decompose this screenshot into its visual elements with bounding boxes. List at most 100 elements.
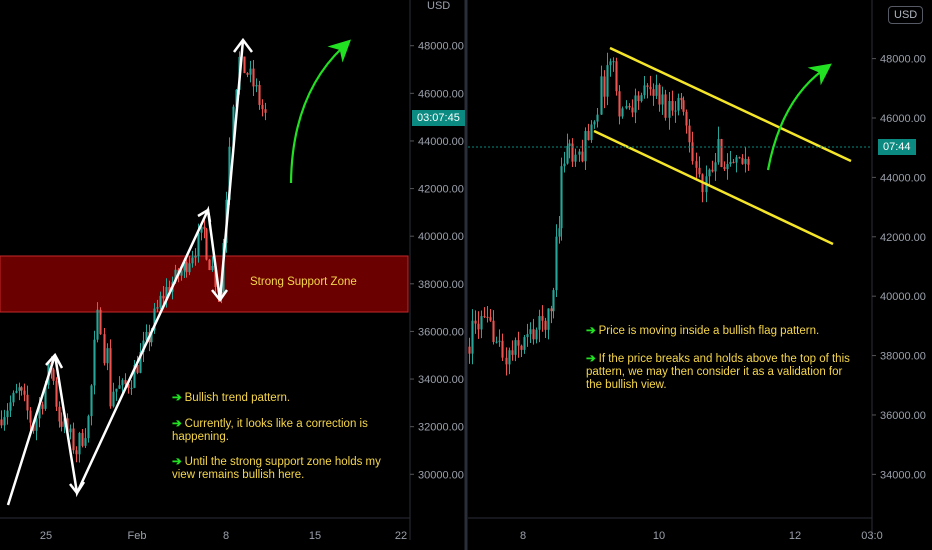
candle-body — [205, 229, 208, 260]
candle-body — [474, 320, 477, 324]
price-tick-label: 40000.00 — [418, 231, 464, 243]
right-price-axis[interactable]: 48000.00 46000.00 44000.00 42000.00 40000.00… — [871, 0, 926, 540]
candle-body — [483, 316, 486, 318]
right-projection-arrow-icon — [766, 63, 832, 171]
candle-body — [174, 269, 177, 283]
candle-body — [124, 380, 127, 385]
candle-body — [634, 95, 637, 113]
candle-body — [729, 161, 732, 165]
candle-body — [180, 270, 183, 276]
candle-body — [103, 334, 106, 364]
left-note-text-3: Until the strong support zone holds my v… — [172, 456, 381, 481]
price-tick-label: 42000.00 — [418, 184, 464, 196]
candle-body — [153, 308, 156, 331]
candle-body — [99, 309, 102, 335]
left-time-axis[interactable]: 25 Feb 8 15 22 — [0, 517, 410, 542]
candle-body — [246, 73, 249, 75]
candle-body — [708, 169, 711, 177]
candle-body — [480, 316, 483, 330]
flag-lower-line — [593, 129, 834, 246]
candle-body — [741, 158, 744, 164]
left-note-text-1: Bullish trend pattern. — [184, 392, 291, 404]
candle-body — [228, 146, 231, 200]
candle-body — [492, 320, 495, 343]
right-note-1: ➔ Price is moving inside a bullish flag p… — [586, 325, 856, 338]
left-note-text-2: Currently, it looks like a correction is… — [172, 418, 368, 443]
price-tick-label: 44000.00 — [418, 136, 464, 148]
candle-body — [658, 84, 661, 105]
candle-body — [139, 352, 142, 373]
candle-body — [81, 433, 84, 446]
candle-body — [695, 161, 698, 168]
left-note-1: ➔ Bullish trend pattern. — [172, 392, 387, 405]
price-tick-label: 40000.00 — [880, 291, 926, 303]
right-time-axis[interactable]: 8 10 12 03:0 — [468, 517, 883, 542]
candle-body — [606, 65, 609, 97]
time-tick-label: 03:0 — [861, 530, 882, 542]
candle-body — [584, 131, 587, 162]
price-tick-label: 48000.00 — [418, 41, 464, 53]
left-note-3: ➔ Until the strong support zone holds my … — [172, 456, 387, 482]
zigzag-peak-arrow-icon — [197, 207, 212, 223]
candle-body — [44, 385, 47, 409]
candle-body — [96, 309, 99, 340]
candle-body — [581, 151, 584, 162]
candle-body — [747, 158, 750, 165]
candle-body — [168, 287, 171, 292]
right-note-text-2: If the price breaks and holds above the … — [586, 353, 850, 391]
candle-body — [477, 323, 480, 330]
time-tick-label: 8 — [520, 530, 526, 542]
price-tick-label: 46000.00 — [418, 88, 464, 100]
candle-body — [489, 317, 492, 321]
candle-body — [197, 232, 200, 256]
candle-body — [674, 110, 677, 112]
candle-body — [714, 162, 717, 172]
candle-body — [261, 104, 264, 110]
candle-body — [720, 139, 723, 168]
candle-body — [596, 114, 599, 122]
candle-body — [55, 380, 58, 407]
green-arrow-icon: ➔ — [172, 456, 182, 468]
green-arrow-icon: ➔ — [586, 325, 596, 337]
left-price-axis[interactable]: 48000.00 46000.00 44000.00 42000.00 40000.00… — [409, 0, 464, 540]
candle-body — [18, 387, 21, 391]
zigzag-dip-arrow-icon — [211, 289, 229, 303]
candle-body — [63, 418, 66, 427]
candle-body — [41, 404, 44, 409]
candle-body — [571, 143, 574, 162]
time-tick-label: 25 — [40, 530, 52, 542]
candle-body — [618, 91, 621, 117]
candle-body — [732, 161, 735, 163]
candle-body — [264, 109, 267, 113]
candle-body — [118, 385, 121, 389]
candle-body — [680, 97, 683, 101]
support-zone — [0, 255, 409, 313]
candle-body — [159, 295, 162, 308]
time-tick-label: 12 — [789, 530, 801, 542]
price-tick-label: 38000.00 — [418, 279, 464, 291]
candle-body — [232, 106, 235, 147]
candle-body — [566, 145, 569, 164]
candle-body — [532, 329, 535, 340]
candle-body — [560, 166, 563, 229]
candle-body — [156, 307, 159, 309]
candle-body — [90, 385, 93, 417]
candle-body — [691, 142, 694, 162]
zigzag-mid-arrow-icon — [45, 352, 64, 369]
candle-body — [60, 421, 63, 427]
candle-body — [621, 108, 624, 117]
time-tick-label: 22 — [395, 530, 407, 542]
candle-body — [486, 316, 489, 318]
bullish-trend-zigzag — [6, 39, 245, 506]
candle-body — [544, 320, 547, 330]
candle-body — [78, 433, 81, 455]
left-candles — [0, 51, 267, 463]
green-arrow-icon: ➔ — [172, 418, 182, 430]
right-currency-button[interactable]: USD — [888, 6, 924, 24]
candle-body — [498, 340, 501, 342]
left-projection-arrow-icon — [289, 39, 352, 184]
candle-body — [552, 290, 555, 312]
time-tick-label: Feb — [128, 530, 147, 542]
candle-body — [0, 419, 3, 426]
